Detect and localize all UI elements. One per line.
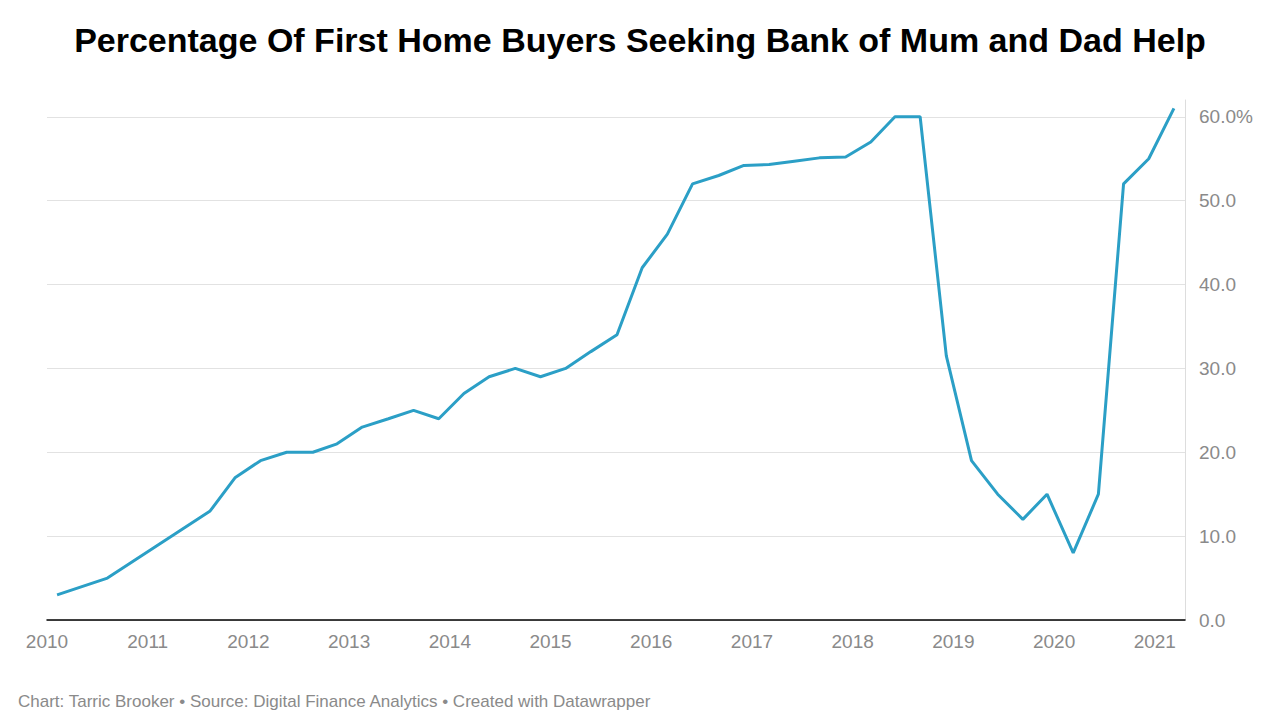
svg-text:2013: 2013 — [328, 631, 370, 652]
svg-text:2015: 2015 — [529, 631, 571, 652]
svg-text:60.0%: 60.0% — [1199, 106, 1253, 127]
svg-text:2021: 2021 — [1134, 631, 1176, 652]
svg-text:2011: 2011 — [127, 631, 168, 652]
svg-text:10.0: 10.0 — [1199, 526, 1236, 547]
svg-text:2012: 2012 — [227, 631, 269, 652]
svg-text:30.0: 30.0 — [1199, 358, 1236, 379]
svg-text:Percentage Of First Home Buyer: Percentage Of First Home Buyers Seeking … — [74, 21, 1206, 59]
svg-text:2020: 2020 — [1033, 631, 1075, 652]
svg-text:50.0: 50.0 — [1199, 190, 1236, 211]
svg-text:0.0: 0.0 — [1199, 610, 1225, 631]
svg-text:2018: 2018 — [832, 631, 874, 652]
svg-text:2014: 2014 — [429, 631, 472, 652]
svg-text:2010: 2010 — [26, 631, 68, 652]
svg-text:2019: 2019 — [932, 631, 974, 652]
svg-text:2017: 2017 — [731, 631, 773, 652]
svg-text:2016: 2016 — [630, 631, 672, 652]
svg-text:40.0: 40.0 — [1199, 274, 1236, 295]
svg-text:20.0: 20.0 — [1199, 442, 1236, 463]
svg-text:Chart: Tarric Brooker • Source: Chart: Tarric Brooker • Source: Digital … — [18, 692, 651, 711]
